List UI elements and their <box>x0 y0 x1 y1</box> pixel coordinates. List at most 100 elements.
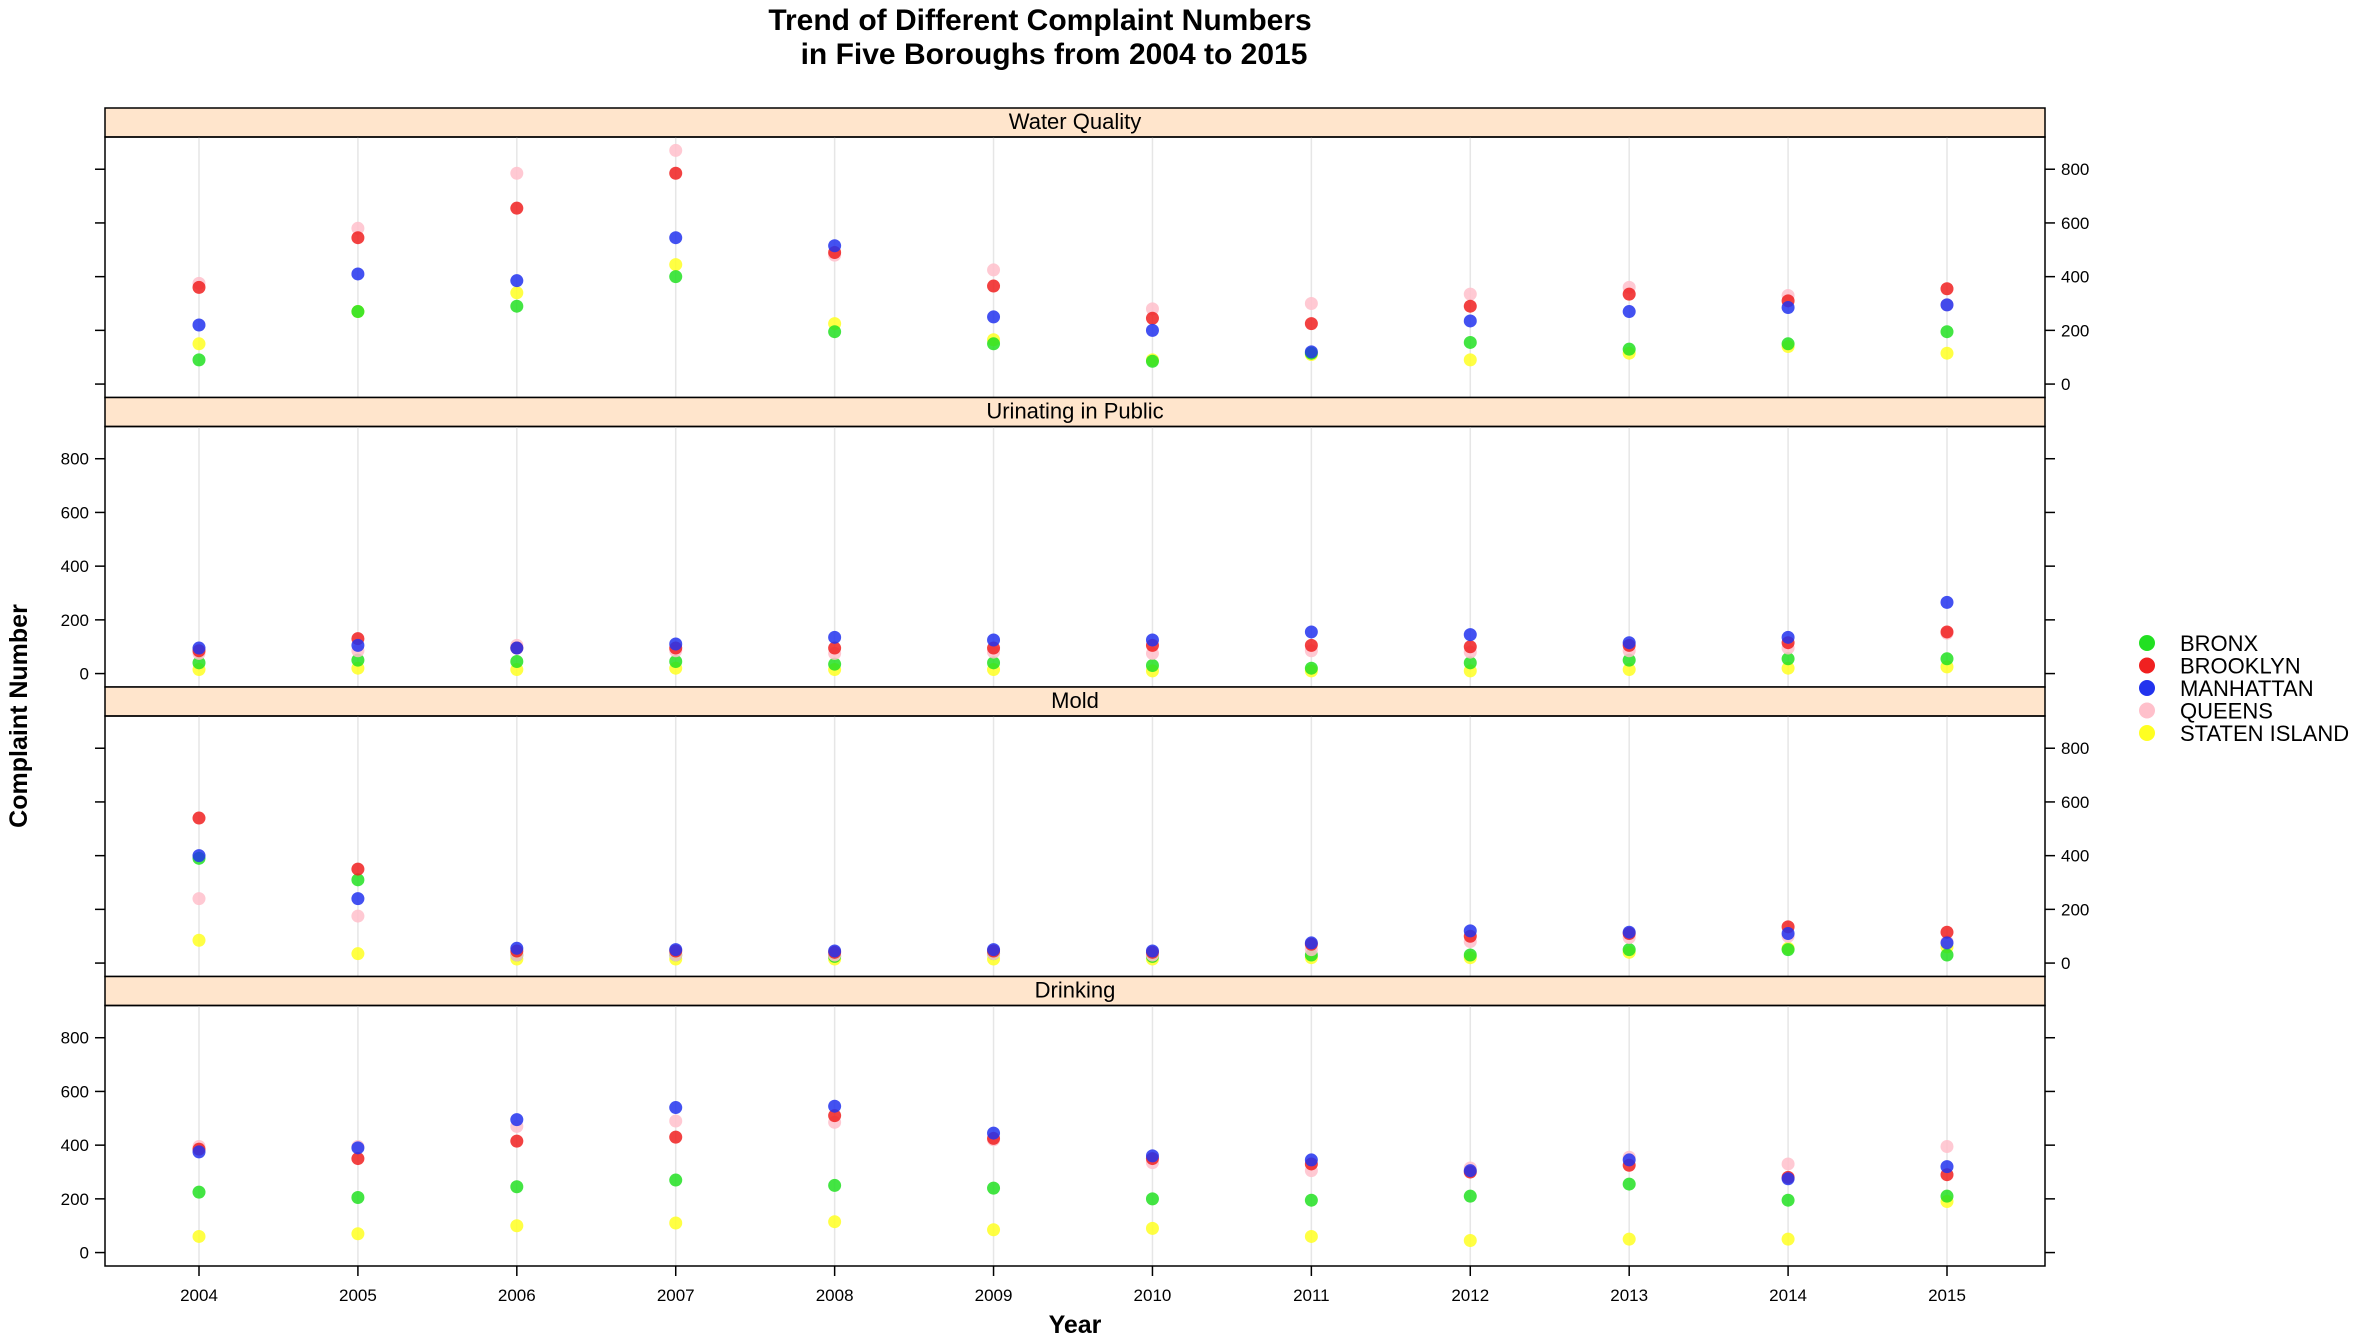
point-manhattan <box>669 1101 683 1115</box>
point-manhattan <box>1145 944 1159 958</box>
panel-urinating-in-public: Urinating in Public 0 200 400 600 800 <box>61 396 2055 688</box>
point-manhattan <box>1622 1153 1636 1167</box>
y-tick-label: 0 <box>2061 954 2070 973</box>
point-staten-island <box>192 337 206 351</box>
point-brooklyn <box>1940 282 1954 296</box>
legend-label-manhattan: MANHATTAN <box>2180 676 2314 701</box>
y-tick-label: 400 <box>61 557 89 576</box>
point-staten-island <box>1622 1232 1636 1246</box>
y-tick-label: 200 <box>2061 321 2089 340</box>
panel-frame <box>104 136 2046 399</box>
point-bronx <box>1622 1177 1636 1191</box>
point-manhattan <box>1940 1160 1954 1174</box>
point-bronx <box>1781 337 1795 351</box>
legend-marker-bronx <box>2139 635 2155 651</box>
point-bronx <box>192 1185 206 1199</box>
point-queens <box>1940 1139 1954 1153</box>
point-bronx <box>828 325 842 339</box>
x-tick-label: 2012 <box>1451 1286 1489 1305</box>
point-manhattan <box>987 633 1001 647</box>
point-manhattan <box>669 231 683 245</box>
panel-strip-label: Urinating in Public <box>986 399 1163 424</box>
y-tick-label: 400 <box>61 1136 89 1155</box>
point-manhattan <box>1304 345 1318 359</box>
point-staten-island <box>669 1216 683 1230</box>
point-bronx <box>828 1178 842 1192</box>
x-tick-label: 2005 <box>339 1286 377 1305</box>
point-brooklyn <box>1145 311 1159 325</box>
point-staten-island <box>510 286 524 300</box>
point-bronx <box>669 1173 683 1187</box>
x-tick-label: 2011 <box>1293 1286 1330 1305</box>
point-bronx <box>1145 1192 1159 1206</box>
point-staten-island <box>192 1229 206 1243</box>
point-bronx <box>987 1181 1001 1195</box>
point-bronx <box>1781 1193 1795 1207</box>
point-brooklyn <box>987 279 1001 293</box>
legend-marker-queens <box>2139 702 2155 719</box>
panel-mold: Mold 0 200 400 600 800 <box>95 686 2089 978</box>
point-manhattan <box>1463 924 1477 938</box>
point-bronx <box>351 873 365 887</box>
point-bronx <box>510 654 524 668</box>
point-staten-island <box>351 1227 365 1241</box>
point-queens <box>1304 297 1318 311</box>
point-manhattan <box>828 1099 842 1113</box>
point-bronx <box>1304 1193 1318 1207</box>
x-tick-label: 2009 <box>975 1286 1013 1305</box>
point-staten-island <box>1622 663 1636 677</box>
point-bronx <box>192 656 206 670</box>
point-manhattan <box>1622 925 1636 939</box>
point-bronx <box>1463 948 1477 962</box>
point-manhattan <box>1145 323 1159 337</box>
y-tick-label: 600 <box>61 1082 89 1101</box>
y-tick-label: 0 <box>80 1244 89 1263</box>
point-manhattan <box>1940 298 1954 312</box>
x-tick-label: 2007 <box>657 1286 695 1305</box>
point-bronx <box>1463 335 1477 349</box>
x-tick-label: 2013 <box>1610 1286 1648 1305</box>
y-tick-label: 200 <box>61 1190 89 1209</box>
point-manhattan <box>192 318 206 332</box>
point-bronx <box>1940 948 1954 962</box>
point-manhattan <box>1940 595 1954 609</box>
point-brooklyn <box>192 811 206 825</box>
legend-label-brooklyn: BROOKLYN <box>2180 654 2301 679</box>
y-tick-label: 400 <box>2061 268 2089 287</box>
point-bronx <box>1622 943 1636 957</box>
point-brooklyn <box>669 166 683 180</box>
point-manhattan <box>1304 625 1318 639</box>
point-bronx <box>1463 1189 1477 1203</box>
point-staten-island <box>1304 1229 1318 1243</box>
point-brooklyn <box>1463 299 1477 313</box>
point-manhattan <box>510 941 524 955</box>
point-bronx <box>510 1180 524 1194</box>
point-manhattan <box>1145 633 1159 647</box>
point-staten-island <box>987 1223 1001 1237</box>
point-brooklyn <box>1463 640 1477 654</box>
chart-title-line-2: in Five Boroughs from 2004 to 2015 <box>801 38 1308 71</box>
point-manhattan <box>1463 628 1477 642</box>
point-staten-island <box>1145 1221 1159 1235</box>
point-bronx <box>1940 652 1954 666</box>
point-bronx <box>987 337 1001 351</box>
point-manhattan <box>1622 636 1636 650</box>
point-manhattan <box>1781 1172 1795 1186</box>
point-brooklyn <box>1940 625 1954 639</box>
panel-strip-label: Water Quality <box>1009 109 1141 134</box>
point-queens <box>1781 1157 1795 1171</box>
x-tick-label: 2015 <box>1928 1286 1966 1305</box>
y-tick-label: 200 <box>2061 900 2089 919</box>
point-bronx <box>1781 652 1795 666</box>
legend-marker-staten-island <box>2139 725 2155 741</box>
panel-water-quality: Water Quality 0 200 400 600 800 <box>95 107 2089 399</box>
point-queens <box>987 263 1001 277</box>
point-bronx <box>351 653 365 667</box>
point-brooklyn <box>192 280 206 294</box>
point-queens <box>1463 287 1477 301</box>
point-queens <box>669 1114 683 1128</box>
legend-marker-manhattan <box>2139 680 2155 696</box>
point-manhattan <box>1463 1164 1477 1178</box>
